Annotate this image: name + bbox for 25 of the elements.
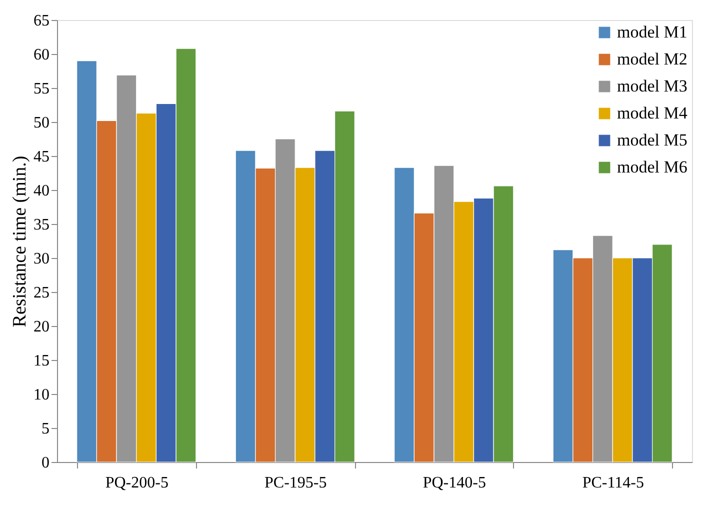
y-tick-label: 60	[34, 46, 50, 64]
y-tick-label: 65	[34, 12, 50, 30]
x-tick-label: PQ-140-5	[422, 474, 486, 492]
x-tick-label: PC-114-5	[582, 474, 644, 492]
y-tick-label: 5	[42, 420, 50, 438]
legend-label: model M5	[617, 130, 688, 150]
y-tick-label: 35	[34, 216, 50, 234]
legend-label: model M3	[617, 76, 688, 96]
y-tick-label: 40	[34, 182, 50, 200]
x-tick-label: PQ-200-5	[105, 474, 168, 492]
legend-label: model M2	[617, 50, 688, 68]
y-tick-label: 55	[34, 80, 50, 98]
y-tick-label: 50	[34, 114, 50, 132]
legend-label: model M4	[617, 104, 688, 122]
legend-label: model M1	[617, 22, 688, 42]
y-tick-label: 25	[34, 284, 50, 302]
y-tick-label: 0	[42, 454, 50, 472]
y-tick-label: 45	[34, 148, 50, 166]
y-axis-title: Resistance time (min.)	[10, 156, 30, 328]
y-tick-label: 30	[34, 250, 50, 268]
y-tick-label: 10	[34, 386, 50, 404]
y-tick-label: 20	[34, 318, 50, 336]
x-tick-label: PC-195-5	[264, 474, 327, 492]
y-tick-label: 15	[34, 352, 50, 370]
legend-label: model M6	[617, 158, 688, 176]
